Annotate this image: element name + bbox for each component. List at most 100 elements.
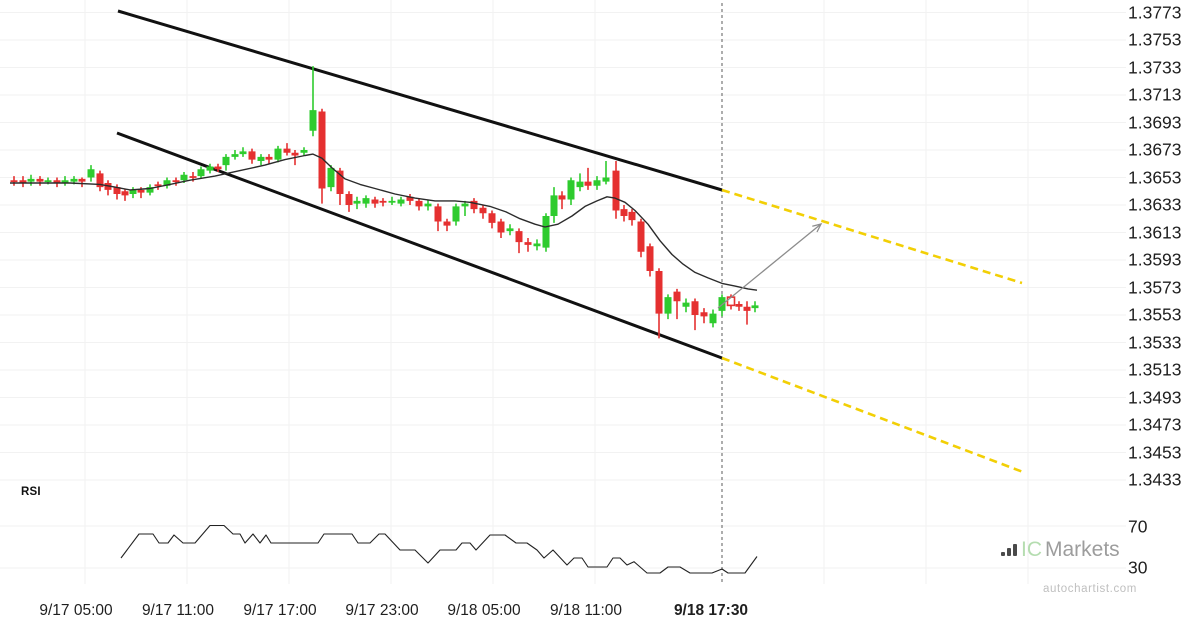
candle-body	[506, 228, 514, 232]
price-axis-label: 1.3593	[1128, 249, 1182, 270]
icmarkets-logo-markets: Markets	[1045, 538, 1120, 561]
candle-body	[637, 221, 645, 252]
time-axis-label: 9/17 05:00	[39, 602, 113, 619]
candle-body	[27, 178, 35, 182]
price-axis-label: 1.3673	[1128, 139, 1182, 160]
price-axis-label: 1.3473	[1128, 414, 1182, 435]
price-axis-label: 1.3433	[1128, 469, 1182, 490]
candle-body	[646, 246, 654, 271]
candle-body	[87, 169, 95, 178]
icmarkets-logo-ic: IC	[1021, 538, 1042, 561]
candle-body	[691, 301, 699, 315]
candle-body	[129, 189, 137, 194]
candle-body	[231, 154, 239, 157]
channel-lower-forecast-line	[721, 356, 1024, 474]
candle-body	[336, 170, 344, 194]
candle-body	[362, 198, 370, 204]
rsi-level-label: 30	[1128, 557, 1148, 578]
channel-upper-forecast-line	[721, 188, 1023, 285]
candle-body	[567, 180, 575, 200]
candle-body	[61, 180, 69, 183]
price-axis-label: 1.3773	[1128, 2, 1182, 22]
candle-body	[700, 312, 708, 317]
candle-body	[424, 203, 432, 207]
channel-upper-line	[117, 9, 723, 192]
price-axis-label: 1.3573	[1128, 277, 1182, 297]
price-axis-label: 1.3733	[1128, 57, 1182, 77]
candle-body	[371, 199, 379, 204]
candle-body	[78, 178, 86, 182]
candle-body	[353, 200, 361, 204]
price-axis-label: 1.3553	[1128, 304, 1182, 325]
price-axis-label: 1.3533	[1128, 332, 1182, 352]
price-axis-label: 1.3633	[1128, 194, 1182, 215]
candle-body	[239, 151, 247, 155]
candle-body	[113, 187, 121, 194]
forecast-arrowhead-icon	[812, 223, 823, 233]
candle-body	[345, 194, 353, 205]
candle-body	[180, 174, 188, 181]
logo-bar-tall	[1013, 544, 1017, 556]
candle-body	[709, 313, 717, 324]
candle-body	[593, 180, 601, 186]
candle-body	[743, 306, 751, 311]
icmarkets-bars-icon	[1001, 544, 1019, 560]
autochartist-credit: autochartist.com	[1043, 583, 1137, 595]
candle-body	[265, 156, 273, 160]
time-axis-label: 9/17 17:00	[243, 602, 317, 619]
moving-average-line	[10, 153, 758, 291]
price-axis-label: 1.3453	[1128, 442, 1182, 462]
candle-body	[222, 156, 230, 166]
candle-body	[291, 152, 299, 156]
candle-body	[406, 196, 414, 201]
time-axis-label: 9/18 11:00	[549, 602, 623, 619]
candle-body	[612, 170, 620, 211]
candle-body	[318, 111, 326, 189]
rsi-line	[120, 524, 758, 574]
candle-body	[558, 195, 566, 200]
price-axis-label: 1.3613	[1128, 222, 1182, 242]
candle-body	[10, 180, 18, 183]
candle-body	[397, 199, 405, 204]
candle-body	[189, 176, 197, 178]
candle-body	[682, 302, 690, 307]
candle-body	[214, 166, 222, 170]
candle-body	[620, 209, 628, 216]
price-axis-label: 1.3653	[1128, 167, 1182, 187]
candle-body	[172, 180, 180, 183]
candle-body	[19, 180, 27, 183]
candle-body	[584, 181, 592, 186]
candle-body	[726, 296, 736, 307]
logo-bar-small	[1001, 552, 1005, 556]
candle-body	[497, 221, 505, 233]
candle-body	[248, 151, 256, 160]
candle-body	[379, 200, 387, 203]
candle-body	[542, 216, 550, 248]
candle-body	[300, 150, 308, 153]
forecast-arrow-line	[717, 223, 822, 309]
price-axis-label: 1.3693	[1128, 112, 1182, 132]
candle-body	[488, 213, 496, 223]
candle-body	[283, 148, 291, 153]
candle-body	[628, 211, 636, 221]
candle-body	[327, 167, 335, 188]
candle-body	[163, 180, 171, 186]
candle-body	[550, 195, 558, 216]
logo-bar-medium	[1007, 548, 1011, 556]
candle-body	[36, 178, 44, 182]
candle-body	[751, 305, 759, 309]
candle-body	[121, 191, 129, 196]
time-axis-label: 9/18 05:00	[447, 602, 521, 619]
candle-body	[415, 200, 423, 207]
candle-body	[70, 178, 78, 182]
price-axis-label: 1.3513	[1128, 359, 1182, 380]
candle-body	[533, 243, 541, 247]
candle-body	[96, 173, 104, 188]
candle-body	[434, 206, 442, 222]
candle-body	[524, 242, 532, 245]
candle-body	[309, 110, 317, 131]
candle-body	[602, 177, 610, 182]
price-axis-label: 1.3753	[1128, 29, 1182, 50]
